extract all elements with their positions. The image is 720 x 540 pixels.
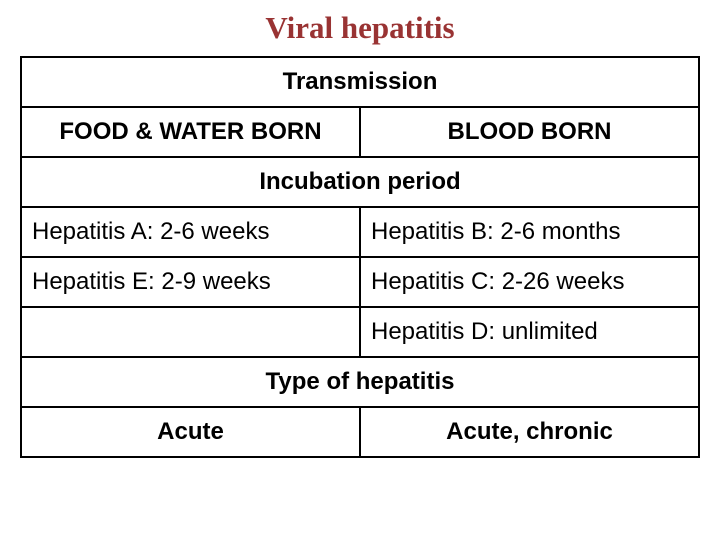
transmission-header: Transmission — [21, 57, 699, 107]
table-row: Incubation period — [21, 157, 699, 207]
page-title: Viral hepatitis — [20, 10, 700, 46]
cell-acute: Acute — [21, 407, 360, 457]
cell-hep-c: Hepatitis C: 2-26 weeks — [360, 257, 699, 307]
table-row: FOOD & WATER BORN BLOOD BORN — [21, 107, 699, 157]
table-row: Hepatitis E: 2-9 weeks Hepatitis C: 2-26… — [21, 257, 699, 307]
table-row: Acute Acute, chronic — [21, 407, 699, 457]
cell-empty — [21, 307, 360, 357]
type-header: Type of hepatitis — [21, 357, 699, 407]
hepatitis-table: Transmission FOOD & WATER BORN BLOOD BOR… — [20, 56, 700, 458]
cell-acute-chronic: Acute, chronic — [360, 407, 699, 457]
cell-hep-e: Hepatitis E: 2-9 weeks — [21, 257, 360, 307]
table-row: Transmission — [21, 57, 699, 107]
cell-hep-b: Hepatitis B: 2-6 months — [360, 207, 699, 257]
table-row: Hepatitis A: 2-6 weeks Hepatitis B: 2-6 … — [21, 207, 699, 257]
incubation-header: Incubation period — [21, 157, 699, 207]
cell-blood: BLOOD BORN — [360, 107, 699, 157]
cell-hep-d: Hepatitis D: unlimited — [360, 307, 699, 357]
table-row: Hepatitis D: unlimited — [21, 307, 699, 357]
cell-food-water: FOOD & WATER BORN — [21, 107, 360, 157]
table-row: Type of hepatitis — [21, 357, 699, 407]
cell-hep-a: Hepatitis A: 2-6 weeks — [21, 207, 360, 257]
